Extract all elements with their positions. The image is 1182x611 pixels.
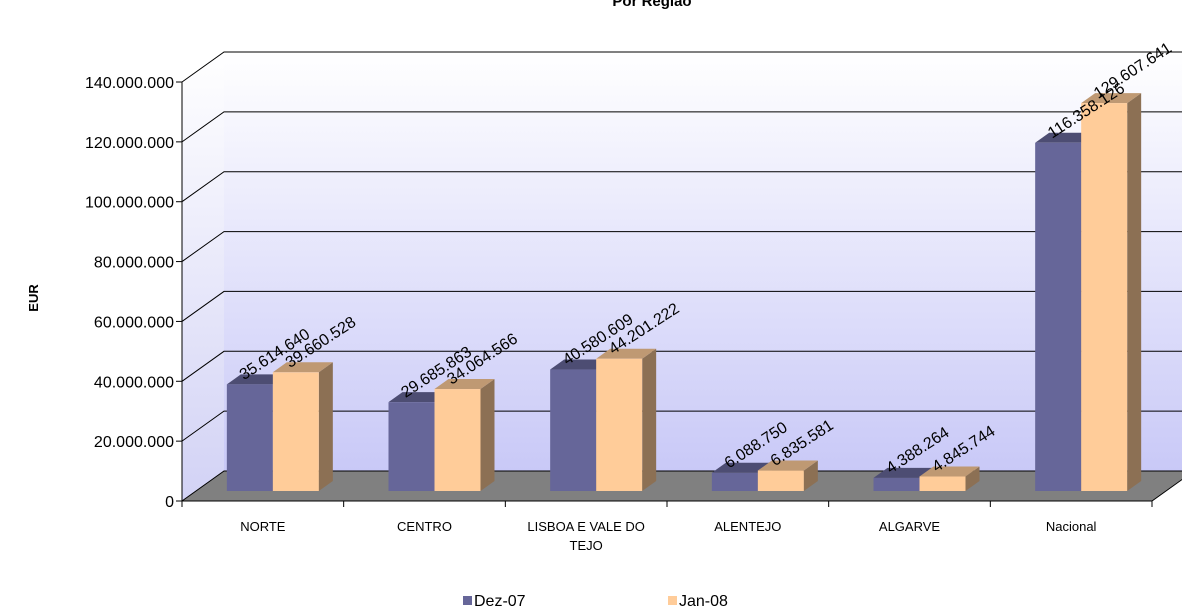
bar-top xyxy=(1035,132,1096,143)
x-tick-label: ALENTEJO xyxy=(714,519,781,534)
bar-top xyxy=(919,466,980,477)
legend-swatch xyxy=(668,596,677,605)
legend-label: Jan-08 xyxy=(679,593,728,610)
gridline xyxy=(181,51,1182,83)
y-tick-label: 0 xyxy=(165,494,174,511)
bar-top xyxy=(757,460,818,471)
y-tick-label: 80.000.000 xyxy=(94,255,174,272)
gridline xyxy=(181,171,1182,203)
bar-side xyxy=(803,460,818,491)
axes: 0 20.000.000 40.000.000 60.000.000 80.000.00… xyxy=(85,75,1153,553)
gridline xyxy=(181,290,1182,322)
bar-top xyxy=(711,462,772,473)
bar-front xyxy=(1081,103,1128,491)
bar-front xyxy=(550,369,597,491)
side-wall xyxy=(182,52,224,501)
bar-top xyxy=(1081,93,1142,104)
bar-jan08-3 xyxy=(757,460,818,491)
bar-top xyxy=(550,359,611,370)
bar-top xyxy=(873,467,934,478)
y-axis-label: EUR xyxy=(26,284,41,312)
legend: Dez-07 Jan-08 xyxy=(463,593,728,610)
bar-front xyxy=(596,358,643,491)
bar-front xyxy=(757,470,804,491)
bars xyxy=(226,93,1142,491)
legend-item-jan08: Jan-08 xyxy=(668,593,728,610)
bar-front xyxy=(434,389,481,491)
bar-side xyxy=(318,362,333,491)
bar-top xyxy=(272,362,333,373)
x-tick-label: ALGARVE xyxy=(879,519,941,534)
bar-side xyxy=(480,379,495,491)
bar-front xyxy=(272,372,319,491)
bar-front xyxy=(388,402,435,491)
bar-side xyxy=(1127,93,1142,491)
bar-front xyxy=(711,472,758,491)
gridlines xyxy=(181,51,1182,442)
legend-swatch xyxy=(463,596,472,605)
bar-front xyxy=(226,384,273,491)
bar-side xyxy=(965,466,980,491)
x-tick-label: CENTRO xyxy=(397,519,452,534)
bar-front xyxy=(919,476,966,491)
gridline xyxy=(181,111,1182,143)
bar-front xyxy=(1035,142,1082,491)
x-tick-label: Nacional xyxy=(1046,519,1097,534)
legend-item-dez07: Dez-07 xyxy=(463,593,526,610)
y-tick-label: 20.000.000 xyxy=(94,434,174,451)
legend-label: Dez-07 xyxy=(474,593,526,610)
bar-side xyxy=(642,348,657,491)
bar-jan08-1 xyxy=(434,379,495,491)
bar-jan08-0 xyxy=(272,362,333,491)
gridline xyxy=(181,231,1182,262)
bar-front xyxy=(873,477,920,491)
gridline xyxy=(181,350,1182,382)
bar-jan08-2 xyxy=(596,348,657,491)
bar-jan08-4 xyxy=(919,466,980,491)
y-tick-label: 60.000.000 xyxy=(94,314,174,331)
y-tick-label: 120.000.000 xyxy=(85,135,174,152)
bar-top xyxy=(434,379,495,390)
bar-jan08-5 xyxy=(1081,93,1142,491)
bar-top xyxy=(596,348,657,359)
y-tick-label: 140.000.000 xyxy=(85,75,174,92)
x-tick-label: NORTE xyxy=(240,519,286,534)
x-tick-label: LISBOA E VALE DO TEJO xyxy=(527,519,645,553)
chart-title: Por Região xyxy=(612,0,691,10)
y-tick-label: 100.000.000 xyxy=(85,195,174,212)
bar-top xyxy=(226,374,287,385)
bar-top xyxy=(388,392,449,403)
back-wall xyxy=(224,52,1182,471)
gridline xyxy=(181,410,1182,442)
y-tick-label: 40.000.000 xyxy=(94,374,174,391)
